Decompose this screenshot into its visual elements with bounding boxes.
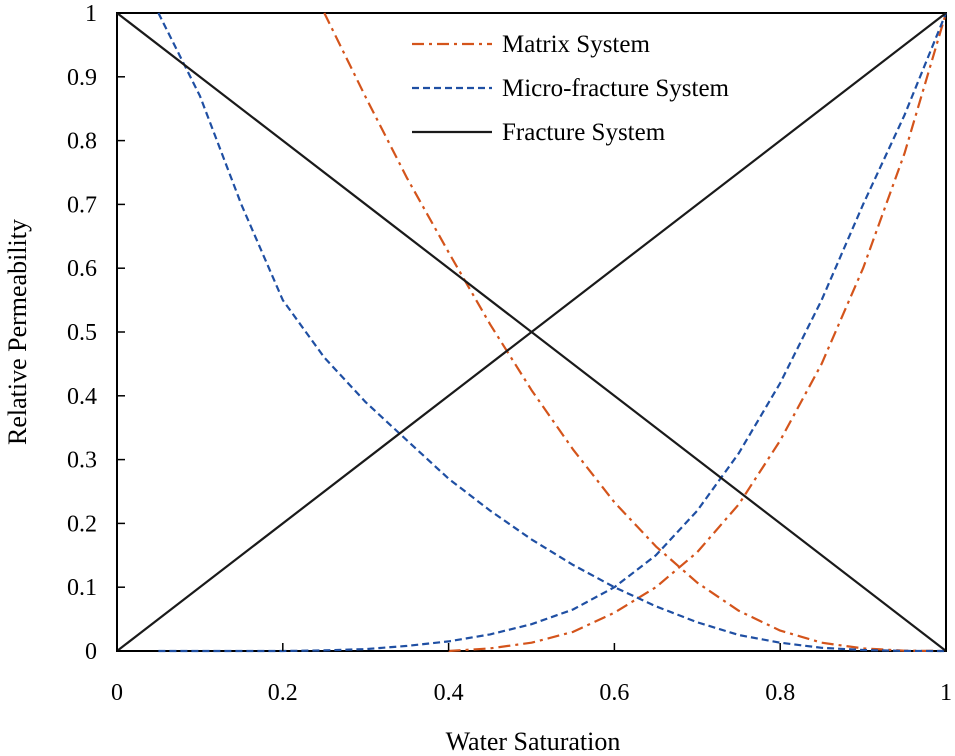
x-tick-label: 0 [111, 680, 123, 706]
y-tick-label: 0.2 [67, 511, 97, 537]
y-tick-label: 0.4 [67, 384, 97, 410]
legend-label: Matrix System [502, 31, 650, 58]
fracture-system-water-curve [116, 12, 947, 652]
y-tick-label: 0 [85, 639, 97, 665]
y-tick-label: 0.9 [67, 65, 97, 91]
x-tick-label: 1 [940, 680, 952, 706]
x-tick-label: 0.8 [765, 680, 795, 706]
micro-fracture-system-oil-curve [157, 12, 947, 653]
y-tick-label: 1 [85, 1, 97, 27]
y-tick-label: 0.6 [67, 256, 97, 282]
y-tick-label: 0.7 [67, 192, 97, 218]
legend: Matrix System Micro-fracture System Fractu… [412, 31, 730, 146]
y-tick-label: 0.5 [67, 320, 97, 346]
matrix-system-water-curve [448, 12, 948, 653]
curves [116, 12, 948, 653]
x-tick-label: 0.4 [434, 680, 464, 706]
y-tick-label: 0.3 [67, 448, 97, 474]
y-tick-label: 0.1 [67, 575, 97, 601]
x-tick-label: 0.6 [599, 680, 629, 706]
legend-label: Micro-fracture System [502, 75, 730, 102]
y-axis-title: Relative Permeability [3, 219, 32, 445]
micro-fracture-system-water-curve [158, 12, 948, 653]
x-tick-label: 0.2 [268, 680, 298, 706]
x-axis-title: Water Saturation [446, 727, 621, 756]
axis-ticks: 0 0.2 0.4 0.6 0.8 1 0 0.1 0.2 0.3 0.4 0.5 0.6 0.7 0.8 0… [67, 1, 952, 706]
matrix-system-oil-curve [323, 12, 947, 653]
y-tick-label: 0.8 [67, 129, 97, 155]
legend-label: Fracture System [502, 119, 666, 146]
